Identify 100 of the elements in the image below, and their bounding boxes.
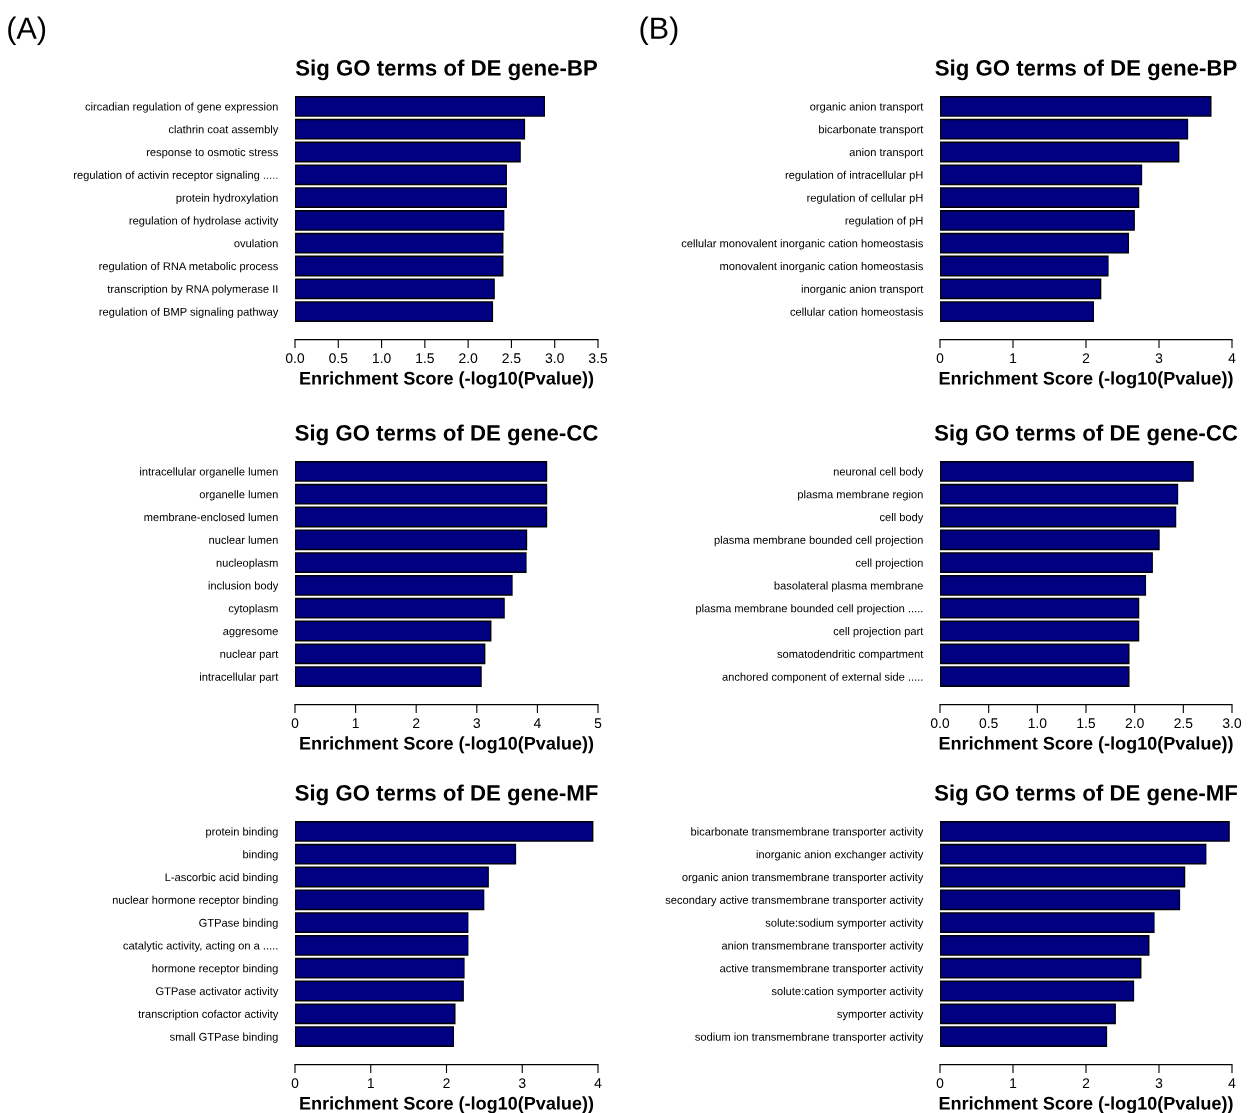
x-tick-label: 3.0	[1222, 718, 1242, 729]
y-tick-label: regulation of RNA metabolic process	[99, 261, 278, 273]
bar	[295, 575, 513, 596]
y-tick-label: membrane-enclosed lumen	[144, 512, 278, 522]
x-tick-label: 2.5	[502, 353, 521, 364]
bar	[940, 1026, 1108, 1047]
x-tick-label: 1	[367, 1078, 374, 1088]
x-tick-label: 4	[1228, 353, 1236, 363]
y-tick-label: GTPase binding	[199, 918, 278, 929]
x-tick-label: 2.5	[1174, 718, 1193, 729]
bar	[940, 643, 1130, 665]
bar	[295, 210, 505, 231]
chart-title: Sig GO terms of DE gene-CC	[295, 424, 598, 446]
x-axis-title: Enrichment Score (-log10(Pvalue))	[300, 371, 594, 389]
bar	[940, 575, 1147, 596]
y-tick-label: small GTPase binding	[169, 1032, 278, 1043]
x-tick-label: 2.0	[459, 353, 478, 364]
y-tick-label: transcription by RNA polymerase II	[107, 284, 278, 296]
y-tick-label: catalytic activity, acting on a .....	[123, 941, 278, 952]
y-tick-label: regulation of hydrolase activity	[129, 216, 279, 227]
y-tick-label: nucleoplasm	[216, 558, 278, 569]
bar	[295, 164, 507, 186]
bar	[940, 232, 1130, 254]
x-tick-label: 3	[518, 1078, 526, 1089]
bar	[295, 141, 521, 163]
x-tick-label: 1.0	[372, 353, 391, 364]
y-tick-label: regulation of BMP signaling pathway	[99, 307, 279, 318]
y-tick-label: intracellular part	[200, 672, 279, 683]
bar	[295, 301, 494, 322]
bar	[295, 529, 528, 551]
y-tick-label: bicarbonate transport	[819, 125, 924, 136]
x-tick-label: 3	[1155, 1078, 1163, 1089]
x-tick-label: 1	[352, 718, 359, 728]
bar	[295, 821, 594, 842]
bar	[940, 821, 1230, 842]
x-axis-title: Enrichment Score (-log10(Pvalue))	[300, 1096, 594, 1113]
bar	[940, 141, 1180, 163]
x-tick-label: 3	[473, 718, 481, 729]
bar	[940, 597, 1140, 619]
bar	[295, 118, 526, 140]
x-tick-label: 0	[291, 1078, 299, 1089]
x-tick-label: 1.5	[1077, 718, 1096, 729]
x-tick-label: 1.5	[416, 353, 434, 364]
y-tick-label: regulation of pH	[845, 216, 923, 227]
x-tick-label: 0	[936, 1078, 944, 1089]
y-tick-label: protein hydroxylation	[176, 193, 278, 204]
y-tick-label: inorganic anion transport	[801, 284, 924, 296]
bar	[295, 643, 486, 665]
y-tick-label: symporter activity	[837, 1009, 924, 1021]
y-tick-label: inorganic anion exchanger activity	[756, 850, 924, 861]
x-axis-title: Enrichment Score (-log10(Pvalue))	[939, 1096, 1233, 1113]
y-tick-label: plasma membrane region	[798, 490, 923, 501]
y-tick-label: neuronal cell body	[833, 467, 924, 478]
y-tick-label: plasma membrane bounded cell projection	[714, 535, 923, 547]
bar	[295, 980, 464, 1002]
x-tick-label: 1	[1010, 353, 1017, 363]
y-tick-label: response to osmotic stress	[146, 147, 278, 159]
bar	[940, 666, 1130, 687]
bar	[295, 1003, 456, 1025]
y-tick-label: organelle lumen	[199, 490, 278, 501]
chart-title: Sig GO terms of DE gene-BP	[935, 59, 1237, 81]
bar	[295, 1026, 455, 1047]
y-tick-label: solute:sodium symporter activity	[765, 918, 924, 929]
x-tick-label: 4	[533, 718, 541, 728]
bar	[940, 164, 1143, 186]
y-tick-label: anion transport	[849, 147, 924, 159]
bar	[295, 889, 485, 911]
x-axis-title: Enrichment Score (-log10(Pvalue))	[939, 371, 1233, 389]
bar	[940, 866, 1186, 888]
x-tick-label: 5	[594, 718, 602, 729]
bar	[940, 278, 1102, 300]
bar	[940, 529, 1160, 551]
y-tick-label: binding	[243, 850, 278, 861]
y-tick-label: sodium ion transmembrane transporter activity	[695, 1032, 924, 1043]
y-tick-label: cellular cation homeostasis	[790, 307, 923, 316]
bar	[295, 232, 504, 254]
chart-title: Sig GO terms of DE gene-MF	[295, 784, 598, 806]
bar	[295, 255, 504, 277]
x-tick-label: 3	[1155, 353, 1163, 364]
bar	[940, 843, 1207, 865]
bar	[940, 620, 1140, 642]
y-tick-label: nuclear part	[220, 649, 279, 661]
bar	[295, 866, 489, 888]
chart-title: Sig GO terms of DE gene-MF	[934, 784, 1238, 806]
bar	[940, 889, 1181, 911]
y-tick-label: intracellular organelle lumen	[140, 467, 278, 478]
bar	[940, 483, 1179, 505]
chart-title: Sig GO terms of DE gene-CC	[934, 424, 1238, 446]
y-tick-label: monovalent inorganic cation homeostasis	[720, 261, 923, 273]
x-tick-label: 2	[1082, 353, 1090, 363]
y-tick-label: ovulation	[234, 239, 278, 248]
bar	[295, 506, 548, 528]
bar	[295, 912, 469, 933]
x-axis-title: Enrichment Score (-log10(Pvalue))	[300, 736, 594, 754]
bar	[295, 96, 546, 117]
x-tick-label: 0	[936, 353, 944, 364]
bar	[940, 96, 1212, 117]
bar	[295, 483, 548, 505]
y-tick-label: cellular monovalent inorganic cation homeostasis	[681, 239, 923, 250]
text: (A)	[8, 16, 46, 45]
